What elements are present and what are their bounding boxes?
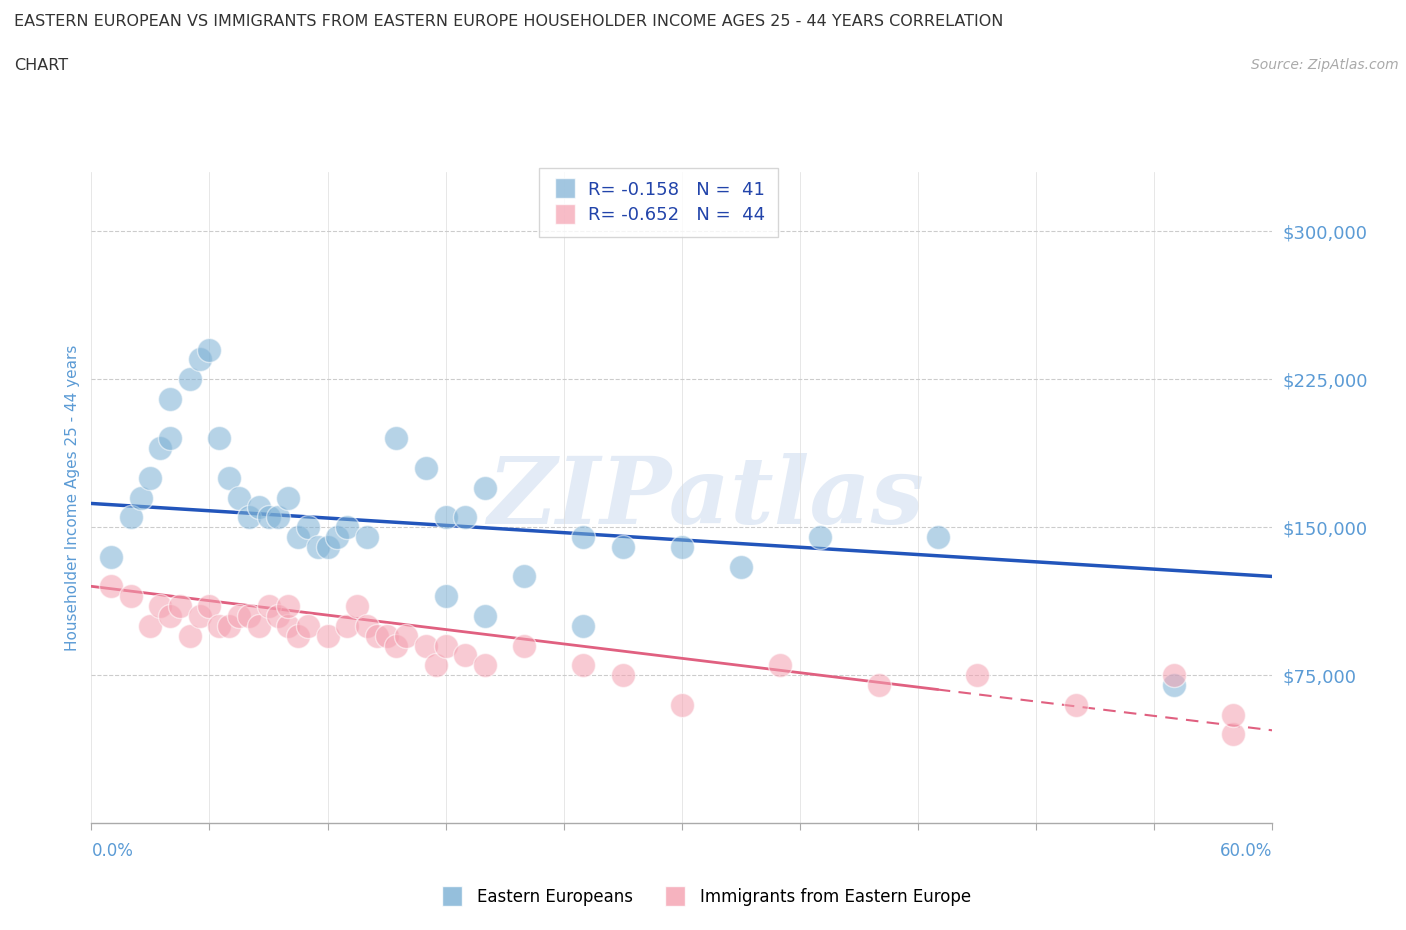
Point <box>277 599 299 614</box>
Point <box>385 638 408 653</box>
Point <box>336 618 359 633</box>
Point <box>336 520 359 535</box>
Point <box>297 618 319 633</box>
Point <box>100 578 122 593</box>
Point <box>454 510 477 525</box>
Point <box>415 638 437 653</box>
Point <box>198 342 221 357</box>
Point <box>188 352 211 367</box>
Point <box>356 529 378 544</box>
Point <box>474 658 496 672</box>
Point <box>434 510 457 525</box>
Point <box>267 608 290 623</box>
Point <box>326 529 349 544</box>
Point <box>671 539 693 554</box>
Point <box>277 490 299 505</box>
Point <box>307 539 329 554</box>
Point <box>375 628 398 643</box>
Text: Source: ZipAtlas.com: Source: ZipAtlas.com <box>1251 58 1399 72</box>
Point <box>267 510 290 525</box>
Point <box>277 618 299 633</box>
Point <box>612 668 634 683</box>
Point <box>218 618 240 633</box>
Y-axis label: Householder Income Ages 25 - 44 years: Householder Income Ages 25 - 44 years <box>65 344 80 651</box>
Point <box>120 589 142 604</box>
Point <box>179 372 201 387</box>
Point <box>100 550 122 565</box>
Point <box>208 431 231 445</box>
Point <box>257 599 280 614</box>
Point <box>356 618 378 633</box>
Point <box>198 599 221 614</box>
Text: ZIPatlas: ZIPatlas <box>486 453 924 542</box>
Point <box>572 618 595 633</box>
Point <box>139 471 162 485</box>
Point <box>1222 707 1244 722</box>
Point <box>434 638 457 653</box>
Point <box>572 658 595 672</box>
Point <box>513 638 536 653</box>
Point <box>366 628 388 643</box>
Point <box>159 608 181 623</box>
Point <box>287 628 309 643</box>
Point <box>927 529 949 544</box>
Point <box>129 490 152 505</box>
Point <box>169 599 191 614</box>
Point <box>238 510 260 525</box>
Point <box>808 529 831 544</box>
Point <box>139 618 162 633</box>
Legend: Eastern Europeans, Immigrants from Eastern Europe: Eastern Europeans, Immigrants from Easte… <box>429 881 977 912</box>
Point <box>149 441 172 456</box>
Point <box>149 599 172 614</box>
Text: 60.0%: 60.0% <box>1220 842 1272 859</box>
Point <box>228 490 250 505</box>
Point <box>454 648 477 663</box>
Point <box>346 599 368 614</box>
Point <box>1064 698 1087 712</box>
Point <box>297 520 319 535</box>
Point <box>179 628 201 643</box>
Point <box>966 668 988 683</box>
Point <box>385 431 408 445</box>
Point <box>238 608 260 623</box>
Legend: R= -0.158   N =  41, R= -0.652   N =  44: R= -0.158 N = 41, R= -0.652 N = 44 <box>538 168 778 236</box>
Point <box>395 628 418 643</box>
Point <box>257 510 280 525</box>
Point <box>159 431 181 445</box>
Point <box>188 608 211 623</box>
Point <box>120 510 142 525</box>
Point <box>208 618 231 633</box>
Text: 0.0%: 0.0% <box>91 842 134 859</box>
Point <box>1163 678 1185 693</box>
Point <box>1163 668 1185 683</box>
Point <box>218 471 240 485</box>
Point <box>247 618 270 633</box>
Point <box>572 529 595 544</box>
Point <box>612 539 634 554</box>
Point <box>316 628 339 643</box>
Text: CHART: CHART <box>14 58 67 73</box>
Point <box>513 569 536 584</box>
Text: EASTERN EUROPEAN VS IMMIGRANTS FROM EASTERN EUROPE HOUSEHOLDER INCOME AGES 25 - : EASTERN EUROPEAN VS IMMIGRANTS FROM EAST… <box>14 14 1004 29</box>
Point <box>159 392 181 406</box>
Point <box>671 698 693 712</box>
Point <box>415 460 437 475</box>
Point <box>434 589 457 604</box>
Point <box>868 678 890 693</box>
Point <box>287 529 309 544</box>
Point <box>316 539 339 554</box>
Point <box>769 658 792 672</box>
Point <box>730 559 752 574</box>
Point <box>425 658 447 672</box>
Point <box>1222 727 1244 742</box>
Point <box>247 500 270 515</box>
Point <box>228 608 250 623</box>
Point <box>474 480 496 495</box>
Point <box>474 608 496 623</box>
